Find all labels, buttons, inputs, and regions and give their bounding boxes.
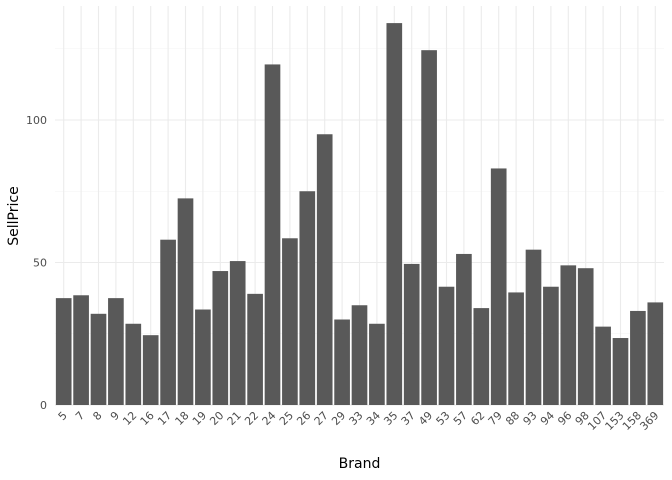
bar-19 <box>195 309 211 405</box>
bar-16 <box>142 335 159 405</box>
x-tick-label: 21 <box>225 409 244 428</box>
bar-62 <box>473 308 490 405</box>
x-tick-label: 35 <box>381 409 400 428</box>
x-tick-label: 9 <box>108 409 122 423</box>
bar-33 <box>351 305 368 405</box>
y-tick-labels: 0 50 100 <box>26 114 47 412</box>
x-tick-label: 19 <box>190 409 209 428</box>
bar-5 <box>55 298 72 406</box>
x-tick-label: 12 <box>120 409 139 428</box>
bar-20 <box>212 271 229 405</box>
bar-8 <box>90 313 107 405</box>
x-tick-label: 49 <box>416 409 435 428</box>
x-tick-label: 34 <box>364 409 383 428</box>
x-tick-label: 96 <box>555 409 574 428</box>
bar-93 <box>525 249 542 405</box>
x-axis-title: Brand <box>339 456 381 472</box>
bar-34 <box>369 323 385 405</box>
bar-79 <box>490 168 507 405</box>
bar-88 <box>508 292 524 405</box>
x-tick-label: 369 <box>637 409 661 433</box>
x-tick-label: 5 <box>56 409 70 423</box>
bar-24 <box>264 64 281 406</box>
x-tick-label: 24 <box>260 409 279 428</box>
x-tick-label: 53 <box>434 409 453 428</box>
x-tick-label: 62 <box>468 409 487 428</box>
bar-22 <box>247 293 263 405</box>
y-tick-label: 50 <box>33 257 47 270</box>
y-tick-label: 0 <box>40 399 47 412</box>
bar-21 <box>229 261 246 405</box>
bar-7 <box>73 295 89 405</box>
x-tick-label: 26 <box>294 409 313 428</box>
bar-25 <box>282 238 298 405</box>
x-tick-label: 29 <box>329 409 348 428</box>
bar-12 <box>125 323 142 405</box>
bar-153 <box>612 338 629 405</box>
x-tick-label: 22 <box>242 409 261 428</box>
bar-57 <box>456 253 472 405</box>
x-tick-label: 37 <box>399 409 418 428</box>
x-tick-label: 17 <box>155 409 174 428</box>
bar-37 <box>403 263 420 405</box>
x-tick-label: 16 <box>138 409 157 428</box>
x-tick-label: 7 <box>73 409 87 423</box>
bar-17 <box>160 239 176 405</box>
bar-96 <box>560 265 577 405</box>
y-axis-title: SellPrice <box>6 186 22 245</box>
x-tick-label: 94 <box>538 409 557 428</box>
bar-35 <box>386 23 403 405</box>
x-tick-label: 18 <box>173 409 192 428</box>
x-tick-label: 8 <box>90 409 104 423</box>
bar-9 <box>108 298 124 406</box>
bar-107 <box>595 326 611 406</box>
x-tick-label: 25 <box>277 409 296 428</box>
x-tick-labels: 5 7 8 9121617181920212224252627293334353749… <box>56 409 662 433</box>
x-tick-label: 27 <box>312 409 331 428</box>
x-tick-label: 88 <box>503 409 522 428</box>
bar-369 <box>647 302 664 405</box>
bars <box>55 23 664 406</box>
x-tick-label: 79 <box>486 409 505 428</box>
bar-158 <box>630 310 646 405</box>
bar-27 <box>316 134 333 405</box>
bar-29 <box>334 319 350 405</box>
x-tick-label: 33 <box>347 409 366 428</box>
y-tick-label: 100 <box>26 114 47 127</box>
x-tick-label: 93 <box>521 409 540 428</box>
x-tick-label: 20 <box>207 409 226 428</box>
bar-98 <box>577 268 594 405</box>
bar-26 <box>299 191 316 405</box>
bar-94 <box>543 286 559 405</box>
bar-53 <box>438 286 455 405</box>
bar-49 <box>421 50 437 406</box>
x-tick-label: 57 <box>451 409 470 428</box>
bar-18 <box>177 198 194 406</box>
